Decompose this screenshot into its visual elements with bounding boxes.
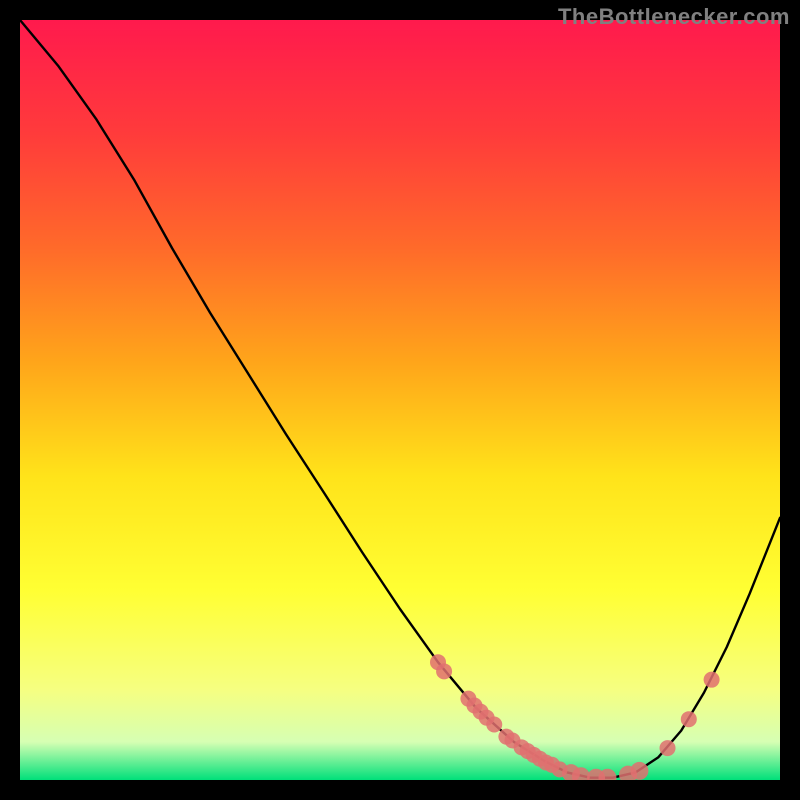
marker-dot	[630, 762, 648, 780]
plot-area	[20, 20, 780, 780]
data-markers	[20, 20, 780, 780]
marker-dot	[436, 663, 452, 679]
frame: TheBottlenecker.com	[0, 0, 800, 800]
marker-dot	[681, 711, 697, 727]
marker-dot	[660, 740, 676, 756]
marker-dot	[704, 672, 720, 688]
marker-dot	[486, 717, 502, 733]
watermark-text: TheBottlenecker.com	[558, 4, 790, 30]
